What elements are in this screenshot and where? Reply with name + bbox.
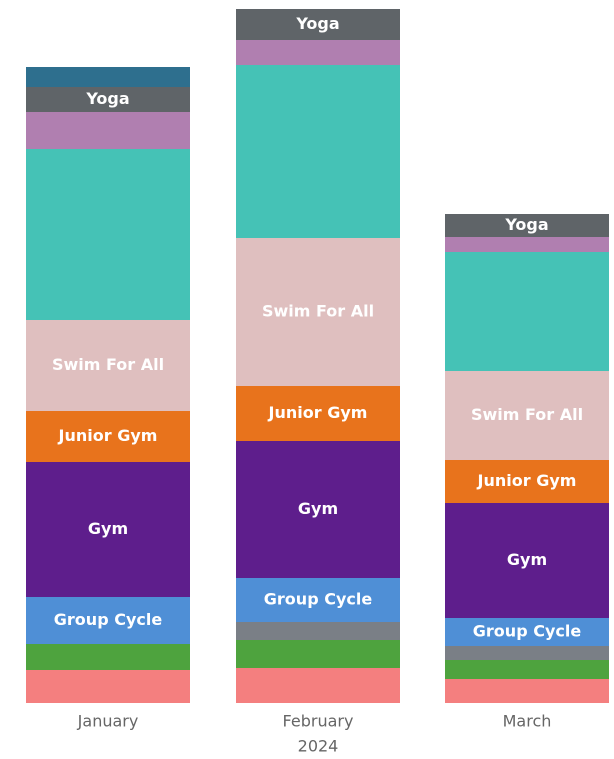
bar-segment [26,644,190,670]
bar-segment [445,503,609,618]
bar-segment [236,622,400,640]
bar-segment [236,9,400,40]
bar-segment [236,386,400,441]
bar-segment [445,660,609,679]
bar-segment [445,371,609,460]
bar-segment [26,411,190,462]
segment-label: Gym [298,499,338,518]
segment-label: Group Cycle [473,622,582,641]
bar-segment [236,640,400,668]
segment-label: Yoga [504,215,548,234]
segment-label: Junior Gym [58,426,158,445]
segment-label: Gym [88,519,128,538]
bar-segment [236,668,400,703]
bar-segment [26,149,190,320]
bar-segment [26,320,190,411]
bar-segment [445,252,609,371]
bar-segment [445,237,609,252]
bar-segment [445,618,609,646]
bar-segment [236,40,400,65]
x-tick-label: January [77,712,139,731]
bar-segment [26,462,190,597]
segment-label: Yoga [295,14,339,33]
segment-label: Group Cycle [54,610,163,629]
x-tick-label: February [283,712,354,731]
bar-segment [445,214,609,237]
segment-label: Junior Gym [268,403,368,422]
bar-segment [26,87,190,112]
segment-label: Group Cycle [264,590,373,609]
bar-segment [236,578,400,622]
segment-label: Swim For All [52,355,164,374]
bar-segment [26,597,190,644]
segment-label: Swim For All [471,405,583,424]
category-group-label: 2024 [298,737,339,756]
segment-label: Junior Gym [477,471,577,490]
bar-segment [445,646,609,660]
bar-segment [236,441,400,578]
bar-segment [26,67,190,87]
segment-label: Yoga [85,89,129,108]
bar-segment [236,65,400,238]
x-tick-label: March [503,712,552,731]
bar-segment [26,670,190,703]
segment-label: Swim For All [262,302,374,321]
bar-segment [236,238,400,386]
segment-label: Gym [507,550,547,569]
bar-segment [445,460,609,503]
bar-segment [26,112,190,149]
bar-segment [445,679,609,703]
